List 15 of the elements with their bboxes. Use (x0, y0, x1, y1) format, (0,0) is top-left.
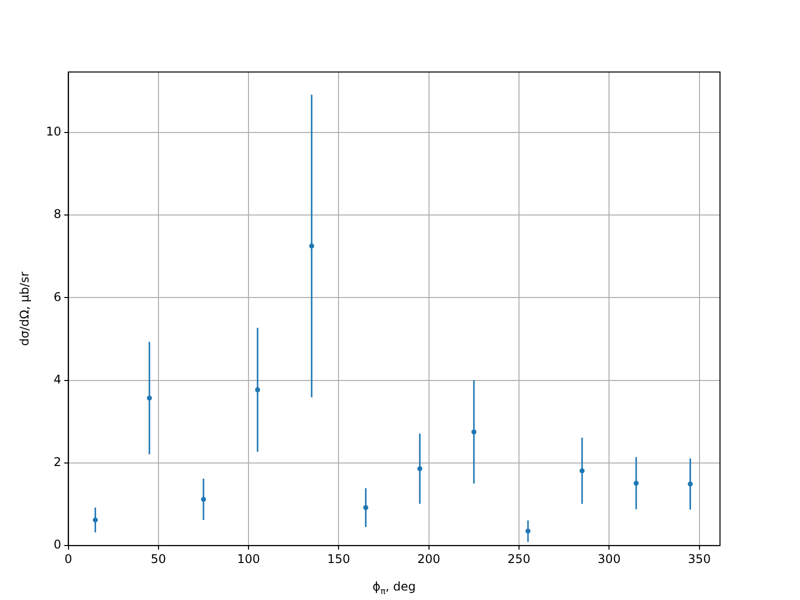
x-tick-label: 250 (508, 552, 530, 566)
y-tick-label: 4 (54, 372, 62, 386)
x-tick-label: 350 (688, 552, 711, 566)
x-tick-label: 300 (598, 552, 621, 566)
y-tick-label: 6 (54, 290, 62, 304)
y-tick-label: 0 (54, 538, 62, 552)
x-tick-label: 100 (237, 552, 260, 566)
x-tick-label: 0 (64, 552, 72, 566)
x-tick-label: 200 (417, 552, 440, 566)
y-tick-label: 2 (54, 455, 62, 470)
y-tick-label: 8 (54, 207, 62, 222)
x-tick-label: 150 (327, 552, 350, 566)
y-tick-label: 10 (46, 124, 62, 138)
y-axis-title: dσ/dΩ, μb/sr (17, 272, 32, 346)
x-tick-label: 50 (150, 552, 166, 566)
